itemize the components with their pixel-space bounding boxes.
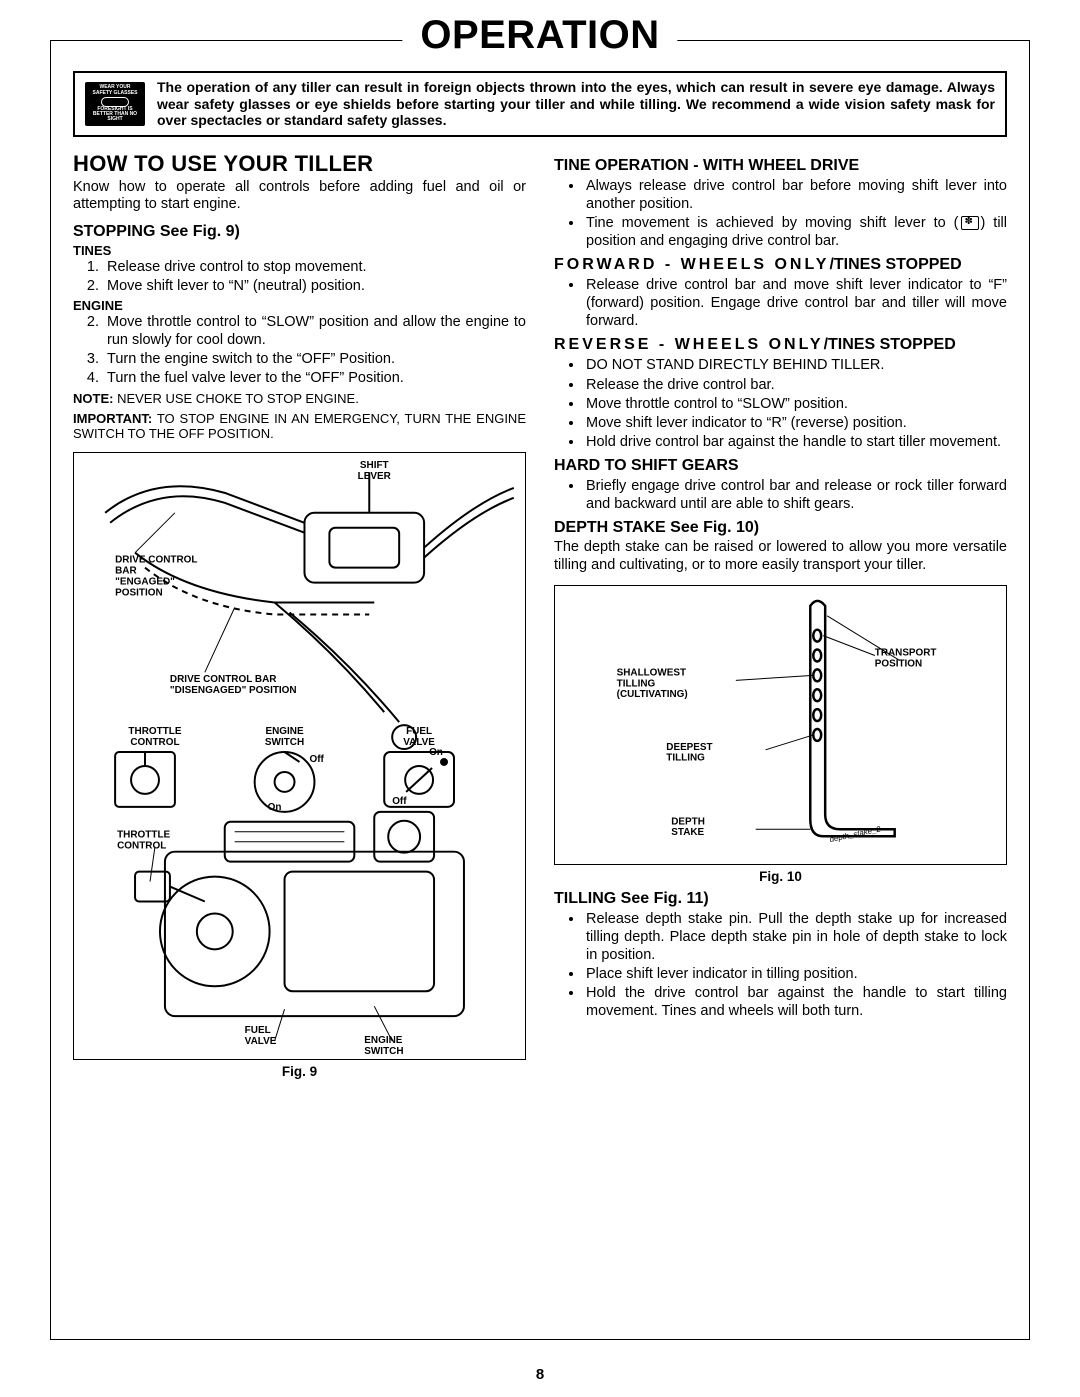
page-number: 8: [536, 1366, 544, 1383]
list-item: Turn the engine switch to the “OFF” Posi…: [103, 350, 526, 368]
list-item: Place shift lever indicator in tilling p…: [584, 965, 1007, 983]
list-item: Release the drive control bar.: [584, 376, 1007, 394]
svg-text:ENGINESWITCH: ENGINESWITCH: [364, 1035, 403, 1057]
svg-text:On: On: [268, 802, 282, 813]
svg-text:On: On: [429, 747, 443, 758]
tine-operation-heading: TINE OPERATION - WITH WHEEL DRIVE: [554, 157, 1007, 175]
svg-text:depth_stake_2: depth_stake_2: [829, 824, 882, 844]
list-item: Always release drive control bar before …: [584, 177, 1007, 213]
left-column: HOW TO USE YOUR TILLER Know how to opera…: [73, 151, 526, 1079]
columns: HOW TO USE YOUR TILLER Know how to opera…: [51, 151, 1029, 1079]
glasses-glyph: [101, 97, 129, 107]
list-item: Move shift lever indicator to “R” (rever…: [584, 414, 1007, 432]
list-item: Release drive control bar and move shift…: [584, 276, 1007, 330]
tilling-heading: TILLING See Fig. 11): [554, 890, 1007, 908]
svg-text:TRANSPORTPOSITION: TRANSPORTPOSITION: [875, 647, 937, 669]
warning-box: WEAR YOUR SAFETY GLASSES FORESIGHT IS BE…: [73, 71, 1007, 137]
svg-text:THROTTLECONTROL: THROTTLECONTROL: [117, 830, 170, 852]
intro-text: Know how to operate all controls before …: [73, 179, 526, 214]
icon-line: FORESIGHT IS BETTER THAN NO SIGHT: [88, 107, 142, 122]
safety-glasses-icon: WEAR YOUR SAFETY GLASSES FORESIGHT IS BE…: [85, 82, 145, 126]
hard-shift-list: Briefly engage drive control bar and rel…: [554, 477, 1007, 513]
fig9-caption: Fig. 9: [73, 1064, 526, 1079]
icon-line: SAFETY GLASSES: [93, 91, 138, 96]
note-body: NEVER USE CHOKE TO STOP ENGINE.: [113, 391, 358, 406]
engine-list: Move throttle control to “SLOW” position…: [73, 313, 526, 388]
svg-text:Off: Off: [309, 754, 324, 765]
svg-text:FUELVALVE: FUELVALVE: [403, 726, 435, 748]
svg-text:DEEPESTTILLING: DEEPESTTILLING: [666, 741, 712, 763]
fig10-caption: Fig. 10: [554, 869, 1007, 884]
forward-list: Release drive control bar and move shift…: [554, 276, 1007, 330]
list-item: Turn the fuel valve lever to the “OFF” P…: [103, 369, 526, 387]
figure-10: SHALLOWESTTILLING(CULTIVATING) DEEPESTTI…: [554, 585, 1007, 865]
note-lead: NOTE:: [73, 391, 113, 406]
stopping-heading: STOPPING See Fig. 9): [73, 223, 526, 241]
list-item: Release depth stake pin. Pull the depth …: [584, 910, 1007, 964]
page-title: OPERATION: [402, 13, 677, 58]
till-icon: [961, 216, 979, 230]
forward-heading: FORWARD - WHEELS ONLY/TINES STOPPED: [554, 256, 1007, 274]
tilling-list: Release depth stake pin. Pull the depth …: [554, 910, 1007, 1021]
list-item: Tine movement is achieved by moving shif…: [584, 214, 1007, 250]
svg-text:SHIFTLEVER: SHIFTLEVER: [358, 460, 391, 482]
svg-text:DRIVE CONTROL BAR"DISENGAGED": DRIVE CONTROL BAR"DISENGAGED" POSITION: [170, 674, 297, 696]
svg-text:SHALLOWESTTILLING(CULTIVATING): SHALLOWESTTILLING(CULTIVATING): [617, 667, 688, 700]
tines-list: Release drive control to stop movement. …: [73, 258, 526, 295]
how-to-use-heading: HOW TO USE YOUR TILLER: [73, 151, 526, 177]
engine-heading: ENGINE: [73, 298, 526, 313]
tines-heading: TINES: [73, 243, 526, 258]
svg-text:ENGINESWITCH: ENGINESWITCH: [265, 726, 304, 748]
page-frame: OPERATION WEAR YOUR SAFETY GLASSES FORES…: [50, 40, 1030, 1340]
depth-stake-body: The depth stake can be raised or lowered…: [554, 539, 1007, 574]
figure-9: SHIFTLEVER DRIVE CONTROLBAR"ENGAGED"POSI…: [73, 452, 526, 1060]
note-important: IMPORTANT: TO STOP ENGINE IN AN EMERGENC…: [73, 411, 526, 442]
list-item: DO NOT STAND DIRECTLY BEHIND TILLER.: [584, 356, 1007, 374]
note-choke: NOTE: NEVER USE CHOKE TO STOP ENGINE.: [73, 391, 526, 407]
list-item: Move throttle control to “SLOW” position…: [584, 395, 1007, 413]
svg-text:DEPTHSTAKE: DEPTHSTAKE: [671, 816, 705, 838]
svg-text:Off: Off: [392, 796, 407, 807]
reverse-list: DO NOT STAND DIRECTLY BEHIND TILLER. Rel…: [554, 356, 1007, 451]
note-lead: IMPORTANT:: [73, 411, 152, 426]
svg-text:THROTTLECONTROL: THROTTLECONTROL: [128, 726, 181, 748]
list-item: Hold the drive control bar against the h…: [584, 984, 1007, 1020]
reverse-heading: REVERSE - WHEELS ONLY/TINES STOPPED: [554, 336, 1007, 354]
list-item: Hold drive control bar against the handl…: [584, 433, 1007, 451]
list-item: Briefly engage drive control bar and rel…: [584, 477, 1007, 513]
warning-text: The operation of any tiller can result i…: [145, 79, 995, 129]
svg-text:FUELVALVE: FUELVALVE: [245, 1025, 277, 1047]
list-item: Release drive control to stop movement.: [103, 258, 526, 276]
list-item: Move shift lever to “N” (neutral) positi…: [103, 277, 526, 295]
depth-stake-heading: DEPTH STAKE See Fig. 10): [554, 519, 1007, 537]
right-column: TINE OPERATION - WITH WHEEL DRIVE Always…: [554, 151, 1007, 1079]
hard-shift-heading: HARD TO SHIFT GEARS: [554, 457, 1007, 475]
tine-operation-list: Always release drive control bar before …: [554, 177, 1007, 251]
list-item: Move throttle control to “SLOW” position…: [103, 313, 526, 349]
